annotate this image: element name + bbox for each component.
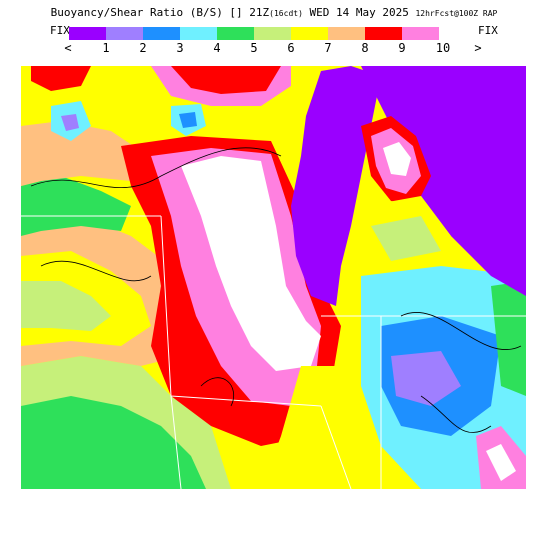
colorbar-swatch-8 [328, 27, 365, 40]
title-local-time: (16cdt) [269, 9, 303, 18]
colorbar-tick-8: 8 [361, 41, 369, 55]
colorbar-swatch-4 [180, 27, 217, 40]
colorbar-swatch-1 [69, 27, 106, 40]
chart-title: Buoyancy/Shear Ratio (B/S) [] 21Z(16cdt)… [0, 6, 548, 19]
title-main: Buoyancy/Shear Ratio (B/S) [] 21Z [50, 6, 270, 19]
colorbar-tick-9: 9 [398, 41, 406, 55]
colorbar-swatch-5 [217, 27, 254, 40]
lake-michigan [291, 66, 381, 306]
state-boundary-lines [21, 215, 526, 489]
title-date: WED 14 May 2025 [309, 6, 409, 19]
zone-above-10-southeast-corner [486, 444, 516, 481]
colorbar [69, 27, 439, 40]
colorbar-less-symbol: < [64, 41, 72, 55]
colorbar-labels: < > 1 2 3 4 5 6 7 8 9 10 [0, 41, 548, 57]
zone-ratio-5-west-band [21, 176, 131, 236]
zone-ratio-8-northwest [21, 121, 141, 186]
colorbar-greater-symbol: > [474, 41, 482, 55]
colorbar-swatch-7 [291, 27, 328, 40]
zone-ratio-6-west [21, 281, 111, 331]
colorbar-tick-5: 5 [250, 41, 258, 55]
colorbar-swatch-10 [402, 27, 439, 40]
colorbar-tick-10: 10 [435, 41, 451, 55]
zone-ratio-5-south [21, 396, 206, 489]
zone-ratio-2-northwest-blob [61, 114, 79, 131]
zone-ratio-7-south-central [261, 366, 381, 489]
colorbar-swatch-9 [365, 27, 402, 40]
zone-ratio-9-northwest-strip [31, 66, 91, 91]
colorbar-tick-7: 7 [324, 41, 332, 55]
zone-ratio-5-east-edge [491, 281, 526, 396]
zone-ratio-6-michigan-south [371, 216, 441, 261]
title-model-run: 12hrFcst@100Z RAP [415, 9, 498, 18]
colorbar-swatch-2 [106, 27, 143, 40]
colorbar-tick-4: 4 [213, 41, 221, 55]
colorbar-tick-1: 1 [102, 41, 110, 55]
contour-lines [30, 147, 522, 433]
zone-ratio-3-north-blob [179, 112, 197, 128]
colorbar-swatch-3 [143, 27, 180, 40]
zone-above-10-core [181, 156, 321, 371]
colorbar-fix-right: FIX [478, 24, 498, 37]
colorbar-fix-left: FIX [50, 24, 70, 37]
lake-huron [361, 66, 526, 296]
zone-ratio-9-north-central [171, 66, 281, 94]
ratio-map [21, 66, 526, 489]
colorbar-tick-6: 6 [287, 41, 295, 55]
ratio-map-canvas [21, 66, 526, 489]
zone-above-10-michigan-thumb [383, 142, 411, 176]
colorbar-tick-2: 2 [139, 41, 147, 55]
colorbar-swatch-6 [254, 27, 291, 40]
zone-ratio-2-east [391, 351, 461, 406]
colorbar-tick-3: 3 [176, 41, 184, 55]
